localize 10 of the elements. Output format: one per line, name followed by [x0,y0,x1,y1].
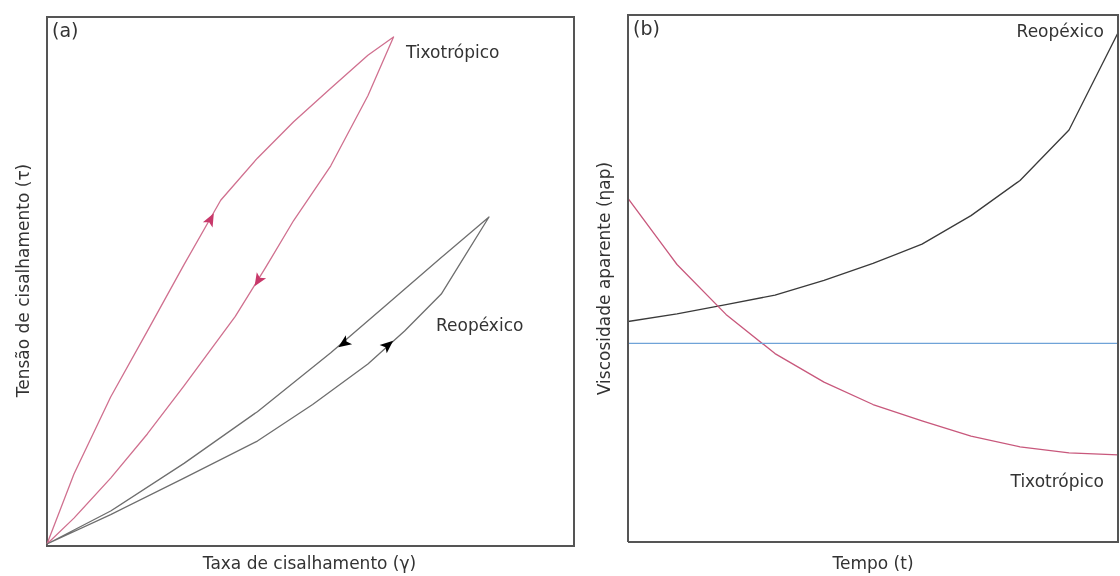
text: Tixotrópico [405,42,500,62]
text: Reopéxico [436,315,524,335]
text: (a) [52,19,79,41]
series-label: Tixotrópico [1009,470,1104,491]
chart-title: (b) [633,17,660,39]
x-axis-title: Tempo (t) [831,553,914,573]
y-axis-title: Viscosidade aparente (ηap) [594,161,614,396]
series-label: Reopéxico [1016,20,1104,41]
text: Taxa de cisalhamento (γ) [201,553,417,573]
text: Tensão de cisalhamento (τ) [13,163,33,399]
